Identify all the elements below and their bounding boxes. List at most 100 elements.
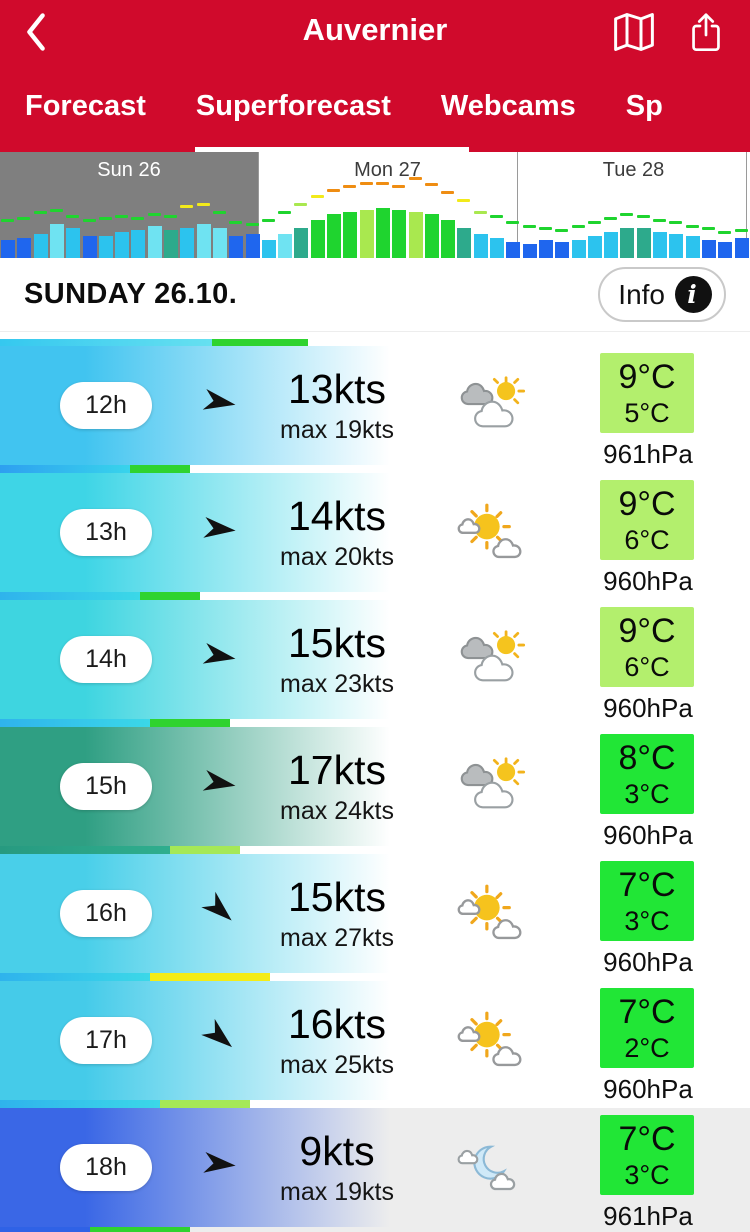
- tab-sp[interactable]: Sp: [625, 90, 663, 122]
- wind-bar: [0, 1227, 750, 1232]
- temperature-block: 7°C 2°C 960hPa: [600, 988, 696, 1105]
- feels-like-temperature: 6°C: [624, 525, 670, 555]
- feels-like-temperature: 6°C: [624, 652, 670, 682]
- forecast-overview-chart[interactable]: Sun 26 Mon 27 Tue 28: [0, 152, 750, 258]
- temperature-block: 9°C 6°C 960hPa: [600, 607, 696, 724]
- gust-marker: [327, 189, 340, 192]
- gust-marker: [213, 211, 226, 214]
- wind-gust-segment: [160, 1100, 250, 1108]
- wind-gust-segment: [170, 846, 240, 854]
- wind-speed-segment: [0, 592, 140, 600]
- gust-marker: [294, 203, 307, 206]
- wind-speed-bar: [735, 238, 749, 258]
- wind-speed-bar: [294, 228, 308, 258]
- wind-speed-bar: [392, 210, 406, 258]
- info-button[interactable]: Info i: [598, 267, 726, 322]
- air-temperature: 7°C: [618, 993, 676, 1031]
- wind-speed-bar: [588, 236, 602, 258]
- wind-speed-bar: [131, 230, 145, 258]
- wind-gust-max: max 25kts: [280, 1051, 394, 1079]
- share-button[interactable]: [682, 8, 730, 56]
- air-temperature: 7°C: [618, 866, 676, 904]
- wind-gust-segment: [150, 719, 230, 727]
- tab-webcams[interactable]: Webcams: [440, 90, 576, 122]
- forecast-hour-row[interactable]: 13h 14kts max 20kts 9°C 6°C 960hPa: [0, 473, 750, 600]
- temperature-block: 8°C 3°C 960hPa: [600, 734, 696, 851]
- tab-forecast[interactable]: Forecast: [25, 90, 146, 122]
- forecast-hour-row[interactable]: 18h 9kts max 19kts 7°C 3°C 961hPa: [0, 1108, 750, 1232]
- wind-speed-bar: [1, 240, 15, 258]
- forecast-hour-row[interactable]: 12h 13kts max 19kts 9°C 5°C 961hPa: [0, 346, 750, 473]
- wind-speed-bar: [66, 228, 80, 258]
- wind-speed-bar: [17, 238, 31, 258]
- wind-speed-bar: [83, 236, 97, 258]
- gust-marker: [604, 217, 617, 220]
- hour-label: 16h: [85, 899, 127, 927]
- wind-direction-arrow: [201, 891, 237, 926]
- wind-speed: 13kts: [288, 366, 386, 412]
- time-pill: 14h: [60, 636, 152, 683]
- gust-marker: [131, 217, 144, 220]
- map-button[interactable]: [610, 8, 658, 56]
- pressure-value: 960hPa: [603, 566, 693, 596]
- day-label: Mon 27: [354, 159, 421, 181]
- weather-icon: [450, 755, 528, 819]
- gust-marker: [115, 215, 128, 218]
- weather-icon: [450, 501, 528, 565]
- wind-gust-segment: [130, 465, 190, 473]
- temperature-block: 7°C 3°C 961hPa: [600, 1115, 696, 1232]
- temperature-box: 7°C 3°C: [600, 861, 694, 941]
- wind-gust-max: max 20kts: [280, 543, 394, 571]
- day-label: Tue 28: [602, 159, 665, 181]
- forecast-hour-row[interactable]: 17h 16kts max 25kts 7°C 2°C 960hPa: [0, 981, 750, 1108]
- hour-label: 15h: [85, 772, 127, 800]
- section-title: SUNDAY 26.10.: [24, 278, 238, 310]
- gust-marker: [653, 219, 666, 222]
- wind-speed: 15kts: [288, 620, 386, 666]
- wind-speed: 15kts: [288, 874, 386, 920]
- gust-marker: [555, 229, 568, 232]
- wind-speed-bar: [197, 224, 211, 258]
- wind-speed-segment: [0, 719, 150, 727]
- gust-marker: [229, 221, 242, 224]
- gust-marker: [409, 177, 422, 180]
- pressure-value: 960hPa: [603, 947, 693, 977]
- wind-bar: [0, 1100, 750, 1108]
- wind-speed-segment: [0, 339, 212, 346]
- wind-speed-bar: [555, 242, 569, 258]
- wind-gust-segment: [90, 1227, 190, 1232]
- forecast-hour-row[interactable]: 16h 15kts max 27kts 7°C 3°C 960hPa: [0, 854, 750, 981]
- gust-marker: [702, 227, 715, 230]
- temperature-block: 7°C 3°C 960hPa: [600, 861, 696, 978]
- wind-speed-bar: [425, 214, 439, 258]
- active-tab-indicator: [195, 147, 469, 152]
- pressure-value: 961hPa: [603, 1201, 693, 1231]
- air-temperature: 7°C: [618, 1120, 676, 1158]
- tab-superforecast[interactable]: Superforecast: [195, 90, 391, 122]
- gust-marker: [669, 221, 682, 224]
- wind-block: 17kts max 24kts: [232, 727, 442, 846]
- wind-speed-bar: [718, 242, 732, 258]
- gust-marker: [311, 195, 324, 198]
- back-button[interactable]: [14, 8, 58, 56]
- wind-speed-bar: [686, 236, 700, 258]
- wind-direction-arrow: [203, 515, 237, 545]
- wind-speed-bar: [229, 236, 243, 258]
- temperature-box: 7°C 3°C: [600, 1115, 694, 1195]
- wind-speed-bar: [311, 220, 325, 258]
- gust-marker: [360, 182, 373, 185]
- gust-marker: [735, 229, 748, 232]
- time-pill: 18h: [60, 1144, 152, 1191]
- wind-gust-max: max 27kts: [280, 924, 394, 952]
- air-temperature: 9°C: [618, 358, 676, 396]
- forecast-hour-row[interactable]: 14h 15kts max 23kts 9°C 6°C 960hPa: [0, 600, 750, 727]
- temperature-box: 9°C 5°C: [600, 353, 694, 433]
- wind-direction-arrow: [201, 1018, 237, 1053]
- wind-gust-max: max 19kts: [280, 1178, 394, 1206]
- forecast-hour-row[interactable]: 15h 17kts max 24kts 8°C 3°C 960hPa: [0, 727, 750, 854]
- day-divider: [258, 152, 259, 258]
- wind-block: 9kts max 19kts: [232, 1108, 442, 1227]
- day-divider: [746, 152, 747, 258]
- gust-marker: [262, 219, 275, 222]
